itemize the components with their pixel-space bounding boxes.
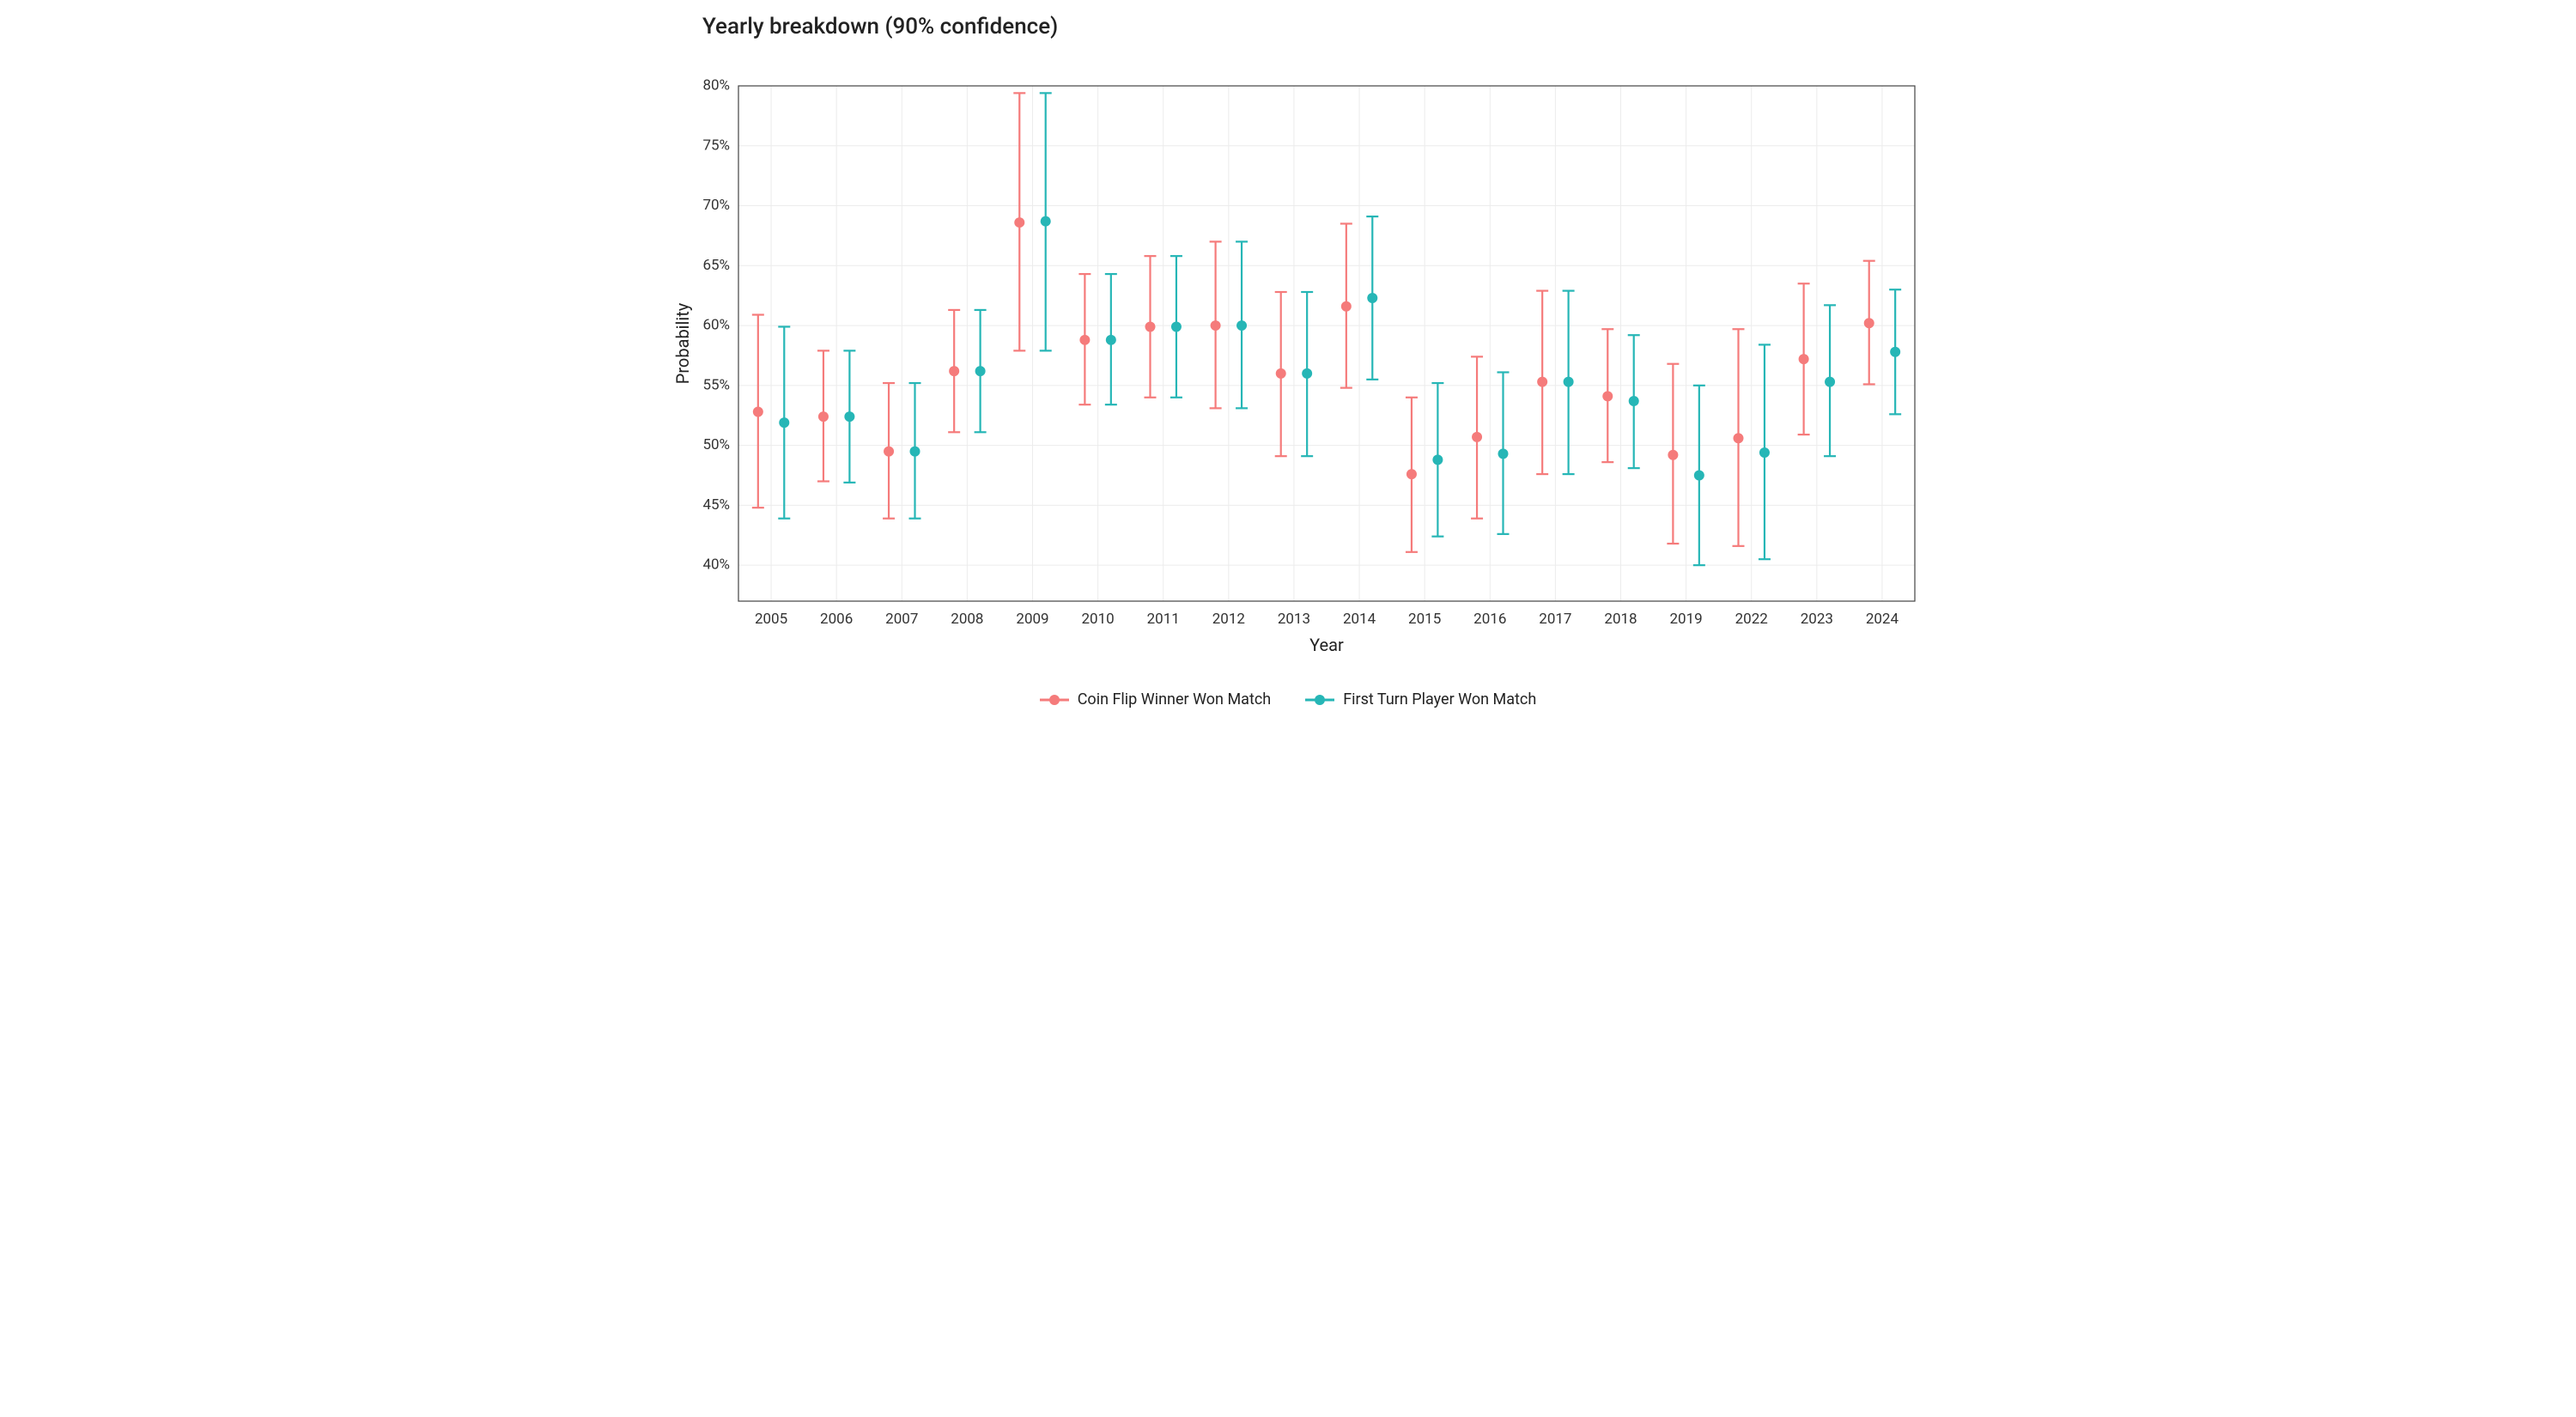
x-tick-label: 2005 [755,611,787,628]
data-point [753,407,763,417]
data-point [1041,216,1051,227]
data-point [1341,301,1352,312]
y-tick-label: 40% [702,556,730,574]
data-point [949,366,959,376]
y-tick-label: 75% [702,137,730,154]
x-tick-label: 2011 [1147,611,1180,628]
x-tick-label: 2018 [1604,611,1637,628]
data-point [1145,321,1156,331]
y-tick-label: 55% [702,376,730,393]
x-tick-label: 2009 [1016,611,1048,628]
x-tick-label: 2007 [885,611,918,628]
legend-swatch [1305,694,1334,706]
legend-item: First Turn Player Won Match [1305,690,1536,708]
data-point [818,411,829,422]
chart-container: Yearly breakdown (90% confidence) 40% 45%… [644,0,1932,726]
data-point [1079,335,1090,345]
data-point [1799,354,1809,364]
data-point [1367,293,1377,303]
x-tick-label: 2015 [1408,611,1441,628]
data-point [1694,470,1704,480]
data-point [1276,368,1286,379]
data-point [1890,347,1900,357]
x-axis-label: Year [1309,635,1344,655]
legend-swatch [1040,694,1069,706]
x-tick-label: 2013 [1278,611,1310,628]
data-point [1498,448,1509,459]
data-point [1302,368,1312,379]
data-point [1106,335,1116,345]
data-point [1472,432,1482,442]
x-tick-label: 2010 [1082,611,1115,628]
data-point [1014,217,1024,228]
data-point [1171,321,1182,331]
data-point [975,366,986,376]
data-point [1564,377,1574,387]
x-tick-label: 2016 [1473,611,1506,628]
y-tick-label: 70% [702,197,730,214]
data-point [1629,396,1639,406]
y-axis-label: Probability [672,302,693,384]
chart-title: Yearly breakdown (90% confidence) [702,14,1915,40]
data-point [1734,433,1744,443]
data-point [1236,320,1247,331]
data-point [1537,377,1547,387]
data-point [1825,377,1835,387]
data-point [1602,391,1613,401]
y-tick-label: 65% [702,257,730,274]
x-tick-label: 2023 [1801,611,1833,628]
data-point [1432,454,1443,465]
y-tick-label: 50% [702,436,730,453]
legend-label: First Turn Player Won Match [1343,690,1536,708]
errorbar-chart: 40% 45% 50% 55% 60% 65% 70% 75% 80% 2005 2006 2007 2… [661,43,1949,678]
x-tick-label: 2014 [1343,611,1376,628]
x-tick-label: 2024 [1866,611,1899,628]
y-tick-label: 45% [702,496,730,514]
legend: Coin Flip Winner Won Match First Turn Pla… [661,690,1915,708]
y-tick-label: 60% [702,317,730,334]
x-tick-label: 2006 [820,611,853,628]
data-point [844,411,854,422]
x-tick-label: 2022 [1735,611,1768,628]
legend-item: Coin Flip Winner Won Match [1040,690,1271,708]
x-tick-label: 2008 [951,611,983,628]
data-point [779,417,789,428]
data-point [1211,320,1221,331]
y-tick-label: 80% [702,76,730,94]
data-point [1864,318,1874,328]
x-tick-label: 2017 [1539,611,1571,628]
legend-label: Coin Flip Winner Won Match [1078,690,1271,708]
data-point [1406,469,1417,479]
data-point [884,447,894,457]
x-tick-label: 2019 [1670,611,1703,628]
x-tick-label: 2012 [1212,611,1245,628]
data-point [1668,450,1678,460]
data-point [910,447,920,457]
data-point [1759,447,1770,458]
